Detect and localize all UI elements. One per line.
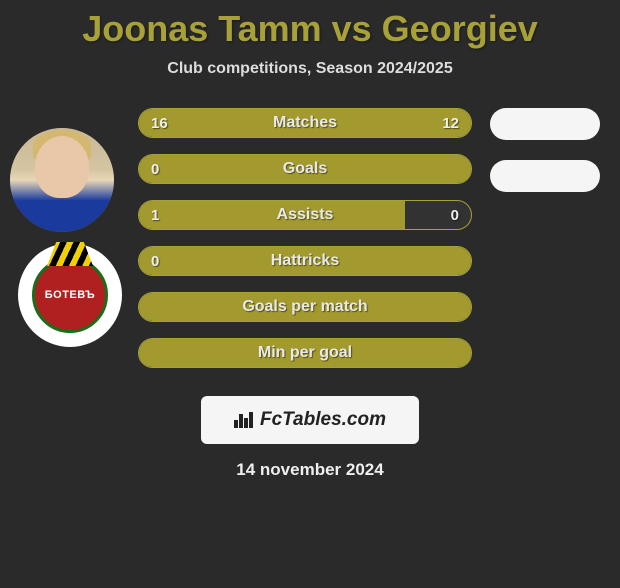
bar-value-left: 1: [151, 201, 159, 229]
club-badge: БОТЕВЪ: [18, 243, 122, 347]
bar-value-left: 0: [151, 247, 159, 275]
chart-icon: [234, 412, 254, 428]
bar-label: Min per goal: [139, 339, 471, 367]
club-badge-text: БОТЕВЪ: [45, 289, 95, 301]
player2-pill: [490, 160, 600, 192]
bar-value-right: 0: [451, 201, 459, 229]
bar-label: Matches: [139, 109, 471, 137]
stat-bar-row: Matches16 12: [138, 108, 472, 138]
bar-label: Goals: [139, 155, 471, 183]
bar-value-left: 0: [151, 155, 159, 183]
date-text: 14 november 2024: [0, 460, 620, 480]
comparison-area: БОТЕВЪ Matches1612Goals0Assists10Hattric…: [0, 108, 620, 388]
page-title: Joonas Tamm vs Georgiev: [0, 8, 620, 50]
bar-value-left: 16: [151, 109, 168, 137]
bar-value-right: 12: [442, 109, 459, 137]
stat-bar-row: Assists1 0: [138, 200, 472, 230]
branding-text: FcTables.com: [260, 409, 386, 431]
bar-label: Goals per match: [139, 293, 471, 321]
player2-pills: [490, 108, 600, 212]
stat-bars: Matches1612Goals0Assists10Hattricks0Goal…: [138, 108, 472, 384]
bar-label: Assists: [139, 201, 471, 229]
branding-badge: FcTables.com: [201, 396, 419, 444]
stat-bar-row: Goals per match: [138, 292, 472, 322]
player1-photo: [10, 128, 114, 232]
player2-pill: [490, 108, 600, 140]
subtitle: Club competitions, Season 2024/2025: [0, 60, 620, 78]
stat-bar-row: Goals0: [138, 154, 472, 184]
stat-bar-row: Min per goal: [138, 338, 472, 368]
stat-bar-row: Hattricks0: [138, 246, 472, 276]
bar-label: Hattricks: [139, 247, 471, 275]
